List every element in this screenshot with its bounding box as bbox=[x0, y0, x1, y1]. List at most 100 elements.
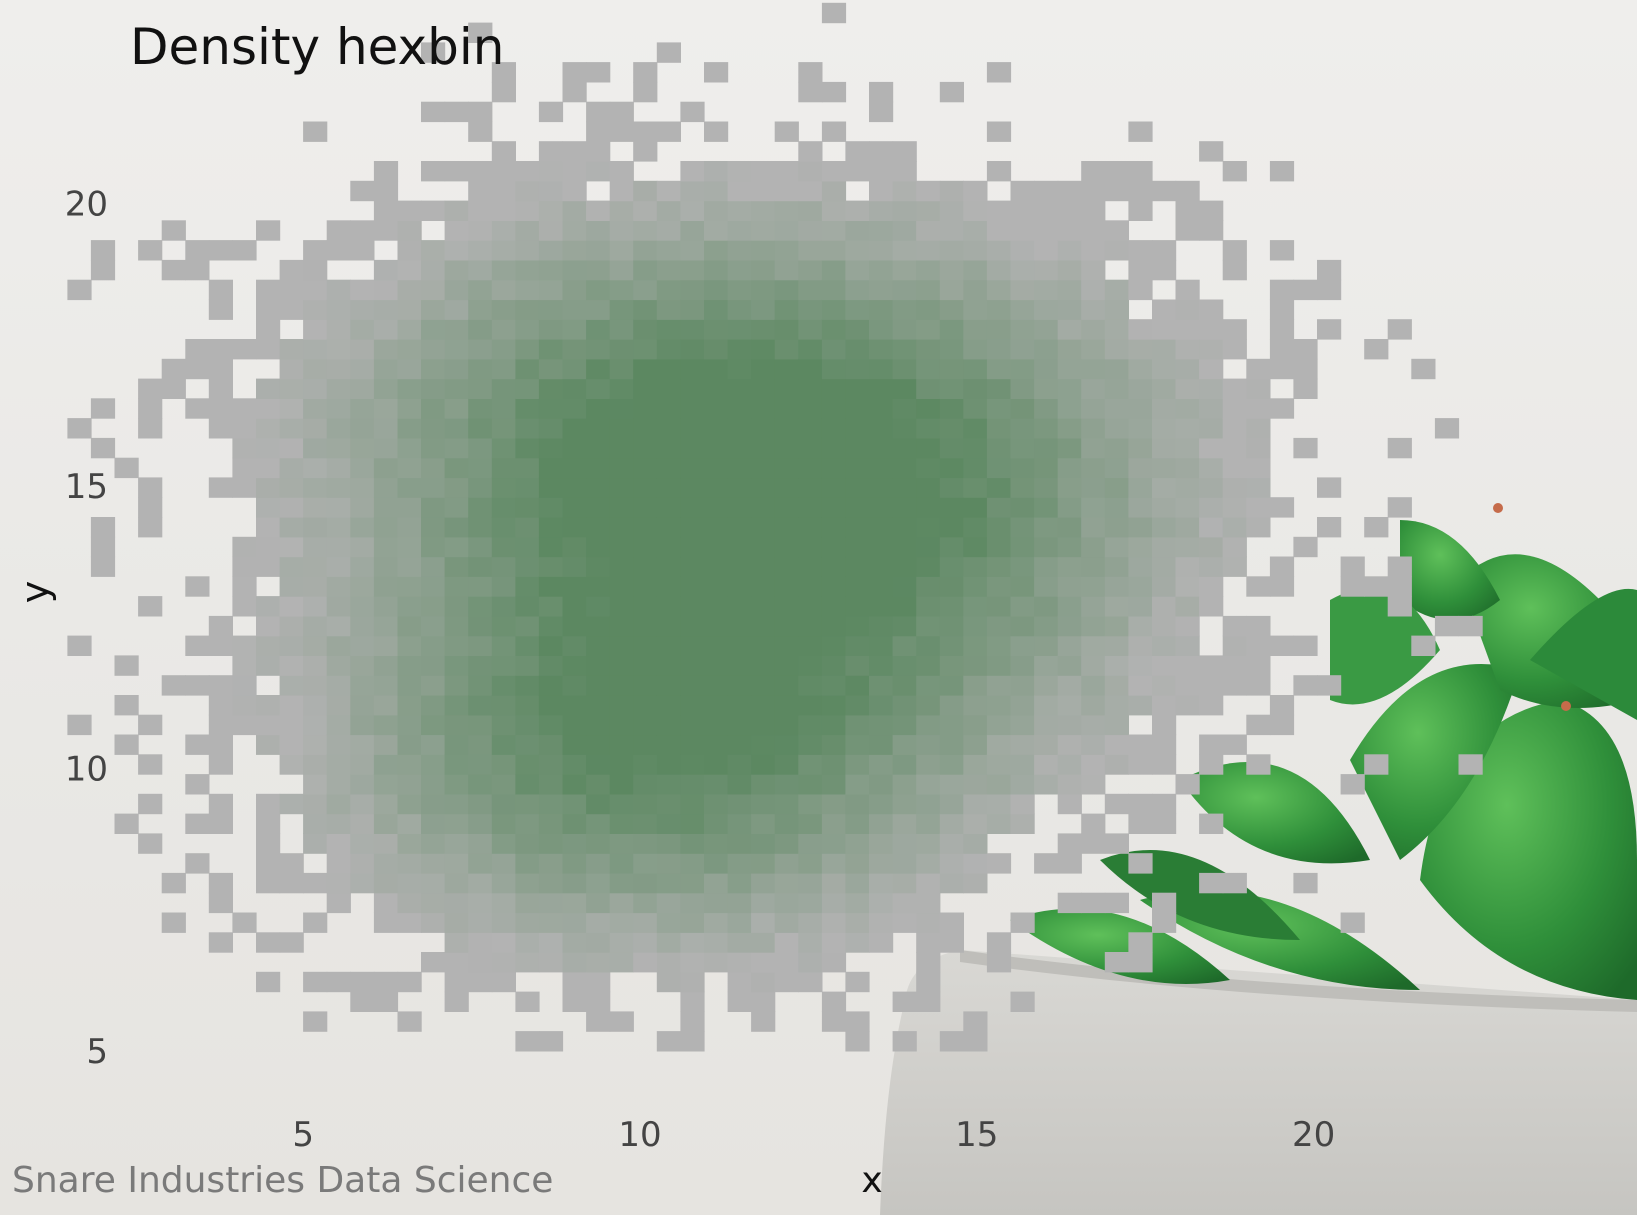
density-bin bbox=[491, 596, 516, 617]
density-bin bbox=[727, 655, 752, 676]
density-bin bbox=[704, 576, 729, 597]
density-bin bbox=[727, 437, 752, 459]
density-bin bbox=[821, 695, 847, 716]
density-bin bbox=[751, 714, 776, 736]
density-bin bbox=[1057, 398, 1082, 419]
density-bin bbox=[1104, 358, 1129, 380]
density-bin bbox=[1128, 536, 1153, 558]
density-bin bbox=[256, 714, 281, 736]
density-bin bbox=[845, 853, 870, 874]
density-bin bbox=[515, 991, 540, 1012]
density-bin bbox=[798, 358, 823, 380]
density-bin bbox=[397, 398, 422, 419]
density-bin bbox=[468, 754, 493, 775]
density-bin bbox=[916, 220, 941, 241]
density-bin bbox=[373, 615, 399, 637]
density-bin bbox=[1152, 556, 1177, 577]
density-bin bbox=[609, 556, 634, 577]
density-bin bbox=[1057, 240, 1082, 261]
density-bin bbox=[609, 437, 634, 459]
density-bin bbox=[397, 655, 422, 676]
density-bin bbox=[491, 141, 516, 162]
density-bin bbox=[491, 813, 516, 834]
density-bin bbox=[939, 319, 964, 340]
density-bin bbox=[798, 220, 823, 241]
density-bin bbox=[609, 279, 634, 301]
density-bin bbox=[963, 734, 988, 755]
density-bin bbox=[350, 675, 375, 696]
density-bin bbox=[468, 358, 493, 380]
x-axis-label: x bbox=[861, 1160, 882, 1201]
density-bin bbox=[1175, 655, 1200, 676]
density-bin bbox=[656, 655, 681, 676]
density-bin bbox=[727, 714, 752, 736]
density-bin bbox=[892, 596, 917, 617]
density-bin bbox=[1057, 892, 1082, 914]
density-bin bbox=[704, 892, 729, 914]
density-bin bbox=[798, 932, 823, 953]
density-bin bbox=[161, 378, 186, 399]
density-bin bbox=[892, 517, 917, 538]
density-bin bbox=[1010, 734, 1035, 755]
density-bin bbox=[562, 615, 587, 637]
density-bin bbox=[421, 497, 446, 518]
density-bin bbox=[491, 398, 516, 419]
leaf-shape bbox=[1400, 520, 1500, 620]
density-bin bbox=[232, 339, 257, 360]
density-bin bbox=[397, 774, 422, 795]
density-bin bbox=[986, 477, 1012, 498]
density-bin bbox=[515, 635, 540, 656]
density-bin bbox=[633, 279, 658, 301]
density-bin bbox=[821, 754, 847, 775]
density-bin bbox=[444, 378, 469, 399]
density-bin bbox=[1081, 457, 1106, 479]
density-bin bbox=[727, 793, 752, 815]
density-bin bbox=[1104, 635, 1129, 656]
density-bin bbox=[680, 714, 705, 736]
density-bin bbox=[538, 655, 564, 676]
density-bin bbox=[1081, 596, 1106, 617]
density-bin bbox=[1081, 161, 1106, 182]
density-bin bbox=[208, 813, 233, 834]
pot-rim-shadow bbox=[960, 950, 1637, 1012]
density-bin bbox=[350, 437, 375, 459]
density-bin bbox=[1081, 319, 1106, 340]
density-bin bbox=[279, 536, 304, 558]
density-bin bbox=[491, 675, 516, 696]
density-bin bbox=[491, 81, 516, 103]
density-bin bbox=[491, 556, 516, 577]
density-bin bbox=[727, 517, 752, 538]
density-bin bbox=[373, 833, 399, 854]
density-bin bbox=[303, 971, 328, 993]
density-bin bbox=[1034, 200, 1059, 221]
density-bin bbox=[609, 240, 634, 261]
density-bin bbox=[1057, 655, 1082, 676]
density-bin bbox=[1034, 734, 1059, 755]
density-bin bbox=[586, 714, 611, 736]
density-bin bbox=[798, 339, 823, 360]
density-bin bbox=[350, 596, 375, 617]
density-bin bbox=[845, 596, 870, 617]
density-bin bbox=[1057, 596, 1082, 617]
density-bin bbox=[538, 576, 564, 597]
density-bin bbox=[350, 240, 375, 261]
density-bin bbox=[821, 1011, 847, 1032]
density-bin bbox=[939, 754, 964, 775]
density-bin bbox=[397, 279, 422, 301]
density-bin bbox=[704, 695, 729, 716]
density-bin bbox=[869, 536, 894, 558]
density-bin bbox=[727, 378, 752, 399]
density-bin bbox=[515, 358, 540, 380]
density-bin bbox=[633, 675, 658, 696]
density-bin bbox=[704, 635, 729, 656]
density-bin bbox=[1128, 457, 1153, 479]
density-bin bbox=[138, 398, 163, 419]
density-bin bbox=[727, 853, 752, 874]
density-bin bbox=[538, 556, 564, 577]
density-bin bbox=[774, 635, 799, 656]
density-bin bbox=[421, 754, 446, 775]
density-bin bbox=[869, 833, 894, 854]
density-bin bbox=[798, 141, 823, 162]
y-tick-label: 5 bbox=[86, 1032, 108, 1072]
density-bin bbox=[256, 418, 281, 439]
